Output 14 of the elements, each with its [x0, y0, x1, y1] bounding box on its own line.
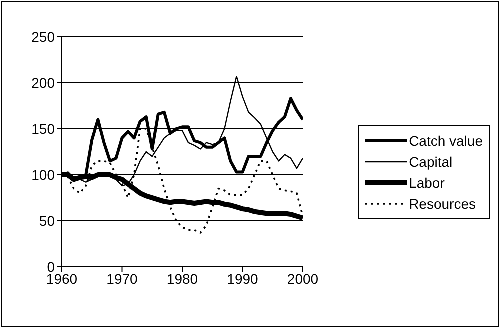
y-tick-label: 100	[32, 166, 56, 183]
x-tick-label: 1990	[227, 270, 259, 287]
x-tick-label: 2000	[287, 270, 319, 287]
legend-label: Capital	[409, 154, 453, 170]
legend-label: Resources	[409, 196, 476, 212]
y-tick-label: 50	[39, 212, 56, 229]
legend-label: Labor	[409, 174, 445, 190]
y-tick-label: 200	[32, 74, 56, 91]
x-tick-label: 1980	[166, 270, 198, 287]
x-tick-label: 1970	[106, 270, 138, 287]
y-tick-label: 0	[47, 258, 56, 275]
y-tick-label: 150	[32, 120, 56, 137]
y-tick-label: 250	[32, 28, 56, 45]
legend-label: Catch value	[409, 132, 483, 148]
